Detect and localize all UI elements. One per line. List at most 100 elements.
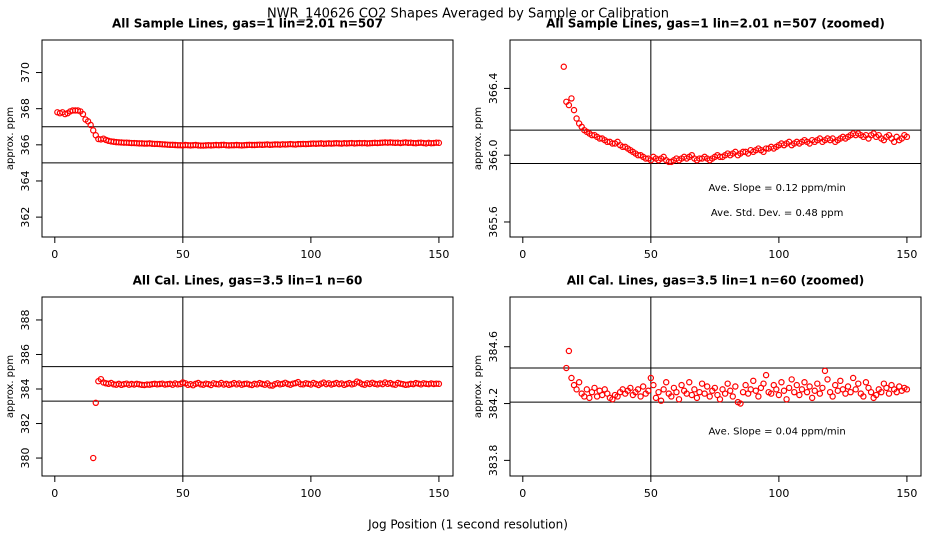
data-point xyxy=(433,380,440,387)
y-tick-label: 370 xyxy=(19,62,32,83)
data-point xyxy=(732,383,739,390)
plot-frame xyxy=(41,39,454,238)
data-point xyxy=(637,393,644,400)
data-point xyxy=(598,391,606,399)
data-point xyxy=(586,394,593,402)
y-tick-label: 366.0 xyxy=(487,139,500,171)
data-point xyxy=(760,380,767,387)
data-point xyxy=(750,377,757,385)
x-tick-label: 50 xyxy=(644,487,658,500)
data-point xyxy=(796,391,803,399)
plot-frame xyxy=(509,296,922,477)
data-point xyxy=(573,115,580,122)
x-tick-label: 0 xyxy=(51,248,58,261)
x-tick-label: 0 xyxy=(519,248,526,261)
x-tick-label: 0 xyxy=(519,487,526,500)
panel-title: All Cal. Lines, gas=3.5 lin=1 n=60 (zoom… xyxy=(567,274,865,288)
data-point xyxy=(788,376,795,383)
data-point xyxy=(739,388,747,396)
data-point xyxy=(724,380,731,387)
data-point xyxy=(627,384,634,392)
x-tick-label: 100 xyxy=(300,487,321,500)
y-tick-label: 384 xyxy=(19,379,32,400)
data-point xyxy=(783,396,790,403)
data-point xyxy=(634,386,642,393)
points xyxy=(90,375,443,462)
y-axis-label: approx. ppm xyxy=(473,355,484,418)
x-tick-label: 100 xyxy=(768,248,789,261)
y-tick-label: 384.2 xyxy=(487,388,500,420)
data-point xyxy=(878,388,885,396)
data-point xyxy=(90,454,97,462)
data-point xyxy=(696,388,703,396)
x-tick-label: 150 xyxy=(428,487,449,500)
data-point xyxy=(675,396,683,403)
y-axis-label: approx. ppm xyxy=(5,107,16,170)
data-point xyxy=(570,106,578,114)
data-point xyxy=(729,393,736,400)
data-point xyxy=(698,380,706,387)
points xyxy=(560,63,911,166)
data-point xyxy=(852,386,859,393)
data-point xyxy=(849,374,857,382)
data-point xyxy=(650,381,657,389)
x-tick-label: 50 xyxy=(176,487,190,500)
data-point xyxy=(816,390,824,397)
points xyxy=(54,107,443,149)
data-point xyxy=(837,377,844,385)
data-point xyxy=(565,101,573,109)
data-point xyxy=(673,388,680,396)
y-tick-label: 362 xyxy=(19,207,32,228)
data-point xyxy=(686,379,693,386)
data-point xyxy=(703,383,711,390)
data-point xyxy=(742,381,749,389)
data-point xyxy=(727,387,734,394)
y-axis-label: approx. ppm xyxy=(473,107,484,170)
y-tick-label: 380 xyxy=(19,448,32,469)
data-point xyxy=(824,376,831,383)
data-point xyxy=(814,380,821,387)
y-tick-label: 388 xyxy=(19,309,32,330)
data-point xyxy=(435,380,443,388)
data-point xyxy=(842,390,849,397)
x-tick-label: 50 xyxy=(644,248,658,261)
data-point xyxy=(808,394,816,402)
data-point xyxy=(591,384,598,392)
y-tick-label: 386 xyxy=(19,344,32,365)
data-point xyxy=(775,391,783,399)
data-point xyxy=(811,387,818,394)
data-point xyxy=(575,379,583,386)
data-point xyxy=(785,384,793,392)
data-point xyxy=(778,379,785,386)
data-point xyxy=(767,390,775,397)
plot-frame xyxy=(509,39,922,238)
x-tick-label: 150 xyxy=(896,248,917,261)
data-point xyxy=(660,386,667,393)
data-point xyxy=(806,383,813,390)
y-tick-label: 383.8 xyxy=(487,445,500,477)
data-point xyxy=(92,399,99,407)
y-tick-label: 364 xyxy=(19,170,32,191)
data-point xyxy=(711,384,719,392)
data-point xyxy=(716,396,724,403)
data-point xyxy=(867,388,875,396)
annotation: Ave. Slope = 0.04 ppm/min xyxy=(709,426,846,437)
x-tick-label: 150 xyxy=(896,487,917,500)
panel-title: All Cal. Lines, gas=3.5 lin=1 n=60 xyxy=(133,274,363,288)
data-point xyxy=(701,390,708,397)
points xyxy=(563,347,911,407)
data-point xyxy=(872,391,880,399)
data-point xyxy=(655,388,662,396)
data-point xyxy=(639,383,647,390)
data-point xyxy=(885,390,893,397)
data-point xyxy=(721,390,729,397)
y-axis-label: approx. ppm xyxy=(5,355,16,418)
data-point xyxy=(647,374,655,382)
data-point xyxy=(693,394,701,402)
data-point xyxy=(803,388,811,396)
data-point xyxy=(903,386,911,393)
x-axis-label: Jog Position (1 second resolution) xyxy=(367,518,568,532)
data-point xyxy=(560,63,567,70)
data-point xyxy=(79,110,87,118)
data-point xyxy=(747,386,754,393)
